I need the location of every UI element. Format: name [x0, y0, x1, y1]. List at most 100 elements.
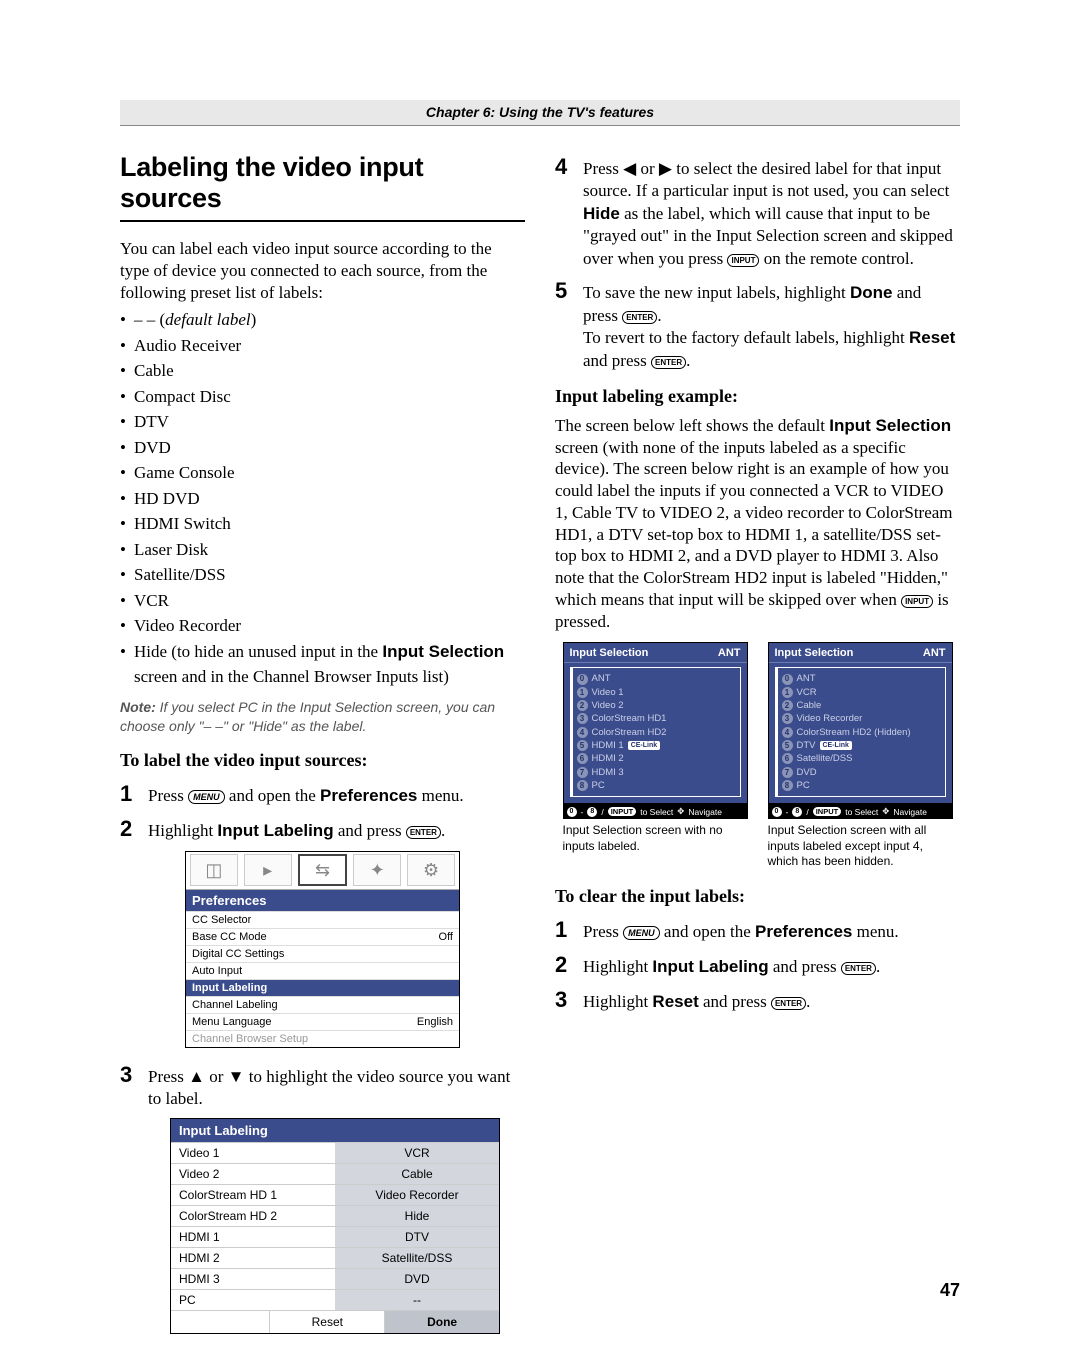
- text: Highlight: [148, 821, 217, 840]
- label-list-item: Cable: [120, 358, 525, 384]
- clear-step-1: 1 Press MENU and open the Preferences me…: [555, 915, 960, 944]
- caption-right: Input Selection screen with all inputs l…: [768, 823, 953, 870]
- enter-key-icon: ENTER: [622, 311, 657, 324]
- text: Press: [583, 922, 623, 941]
- clear-step-2: 2 Highlight Input Labeling and press ENT…: [555, 950, 960, 979]
- input-selection-label: Input Selection: [829, 416, 951, 435]
- screen-row: 6HDMI 2: [577, 752, 736, 765]
- menu-row: Base CC ModeOff: [186, 928, 459, 945]
- menu-key-icon: MENU: [188, 790, 225, 804]
- label-list-item: Laser Disk: [120, 537, 525, 563]
- page-title: Labeling the video input sources: [120, 152, 525, 222]
- text: The screen below left shows the default: [555, 416, 829, 435]
- input-key-icon: INPUT: [901, 595, 933, 608]
- tab-icon: ◫: [190, 854, 238, 886]
- text: .: [806, 992, 810, 1011]
- screen-row: 1Video 1: [577, 686, 736, 699]
- enter-key-icon: ENTER: [651, 356, 686, 369]
- page-number: 47: [940, 1280, 960, 1301]
- input-selection-screen-labeled: Input Selection ANT 0ANT1VCR2Cable3Video…: [768, 642, 953, 869]
- menu-title: Preferences: [186, 890, 459, 911]
- label-list: – – (default label)Audio ReceiverCableCo…: [120, 307, 525, 690]
- text: to Select: [845, 807, 878, 817]
- done-button[interactable]: Done: [384, 1311, 499, 1333]
- screen-row: 1VCR: [782, 686, 941, 699]
- text: Press: [583, 159, 623, 178]
- menu-row: Digital CC Settings: [186, 945, 459, 962]
- screen-row: 0ANT: [577, 672, 736, 685]
- step-1: 1 Press MENU and open the Preferences me…: [120, 779, 525, 808]
- label-list-item: HD DVD: [120, 486, 525, 512]
- tab-icon: ✦: [353, 854, 401, 886]
- preferences-menu: ◫ ▸ ⇆ ✦ ⚙ Preferences CC SelectorBase CC…: [185, 851, 460, 1048]
- label-list-item: HDMI Switch: [120, 511, 525, 537]
- screen-row: 3Video Recorder: [782, 712, 941, 725]
- note-label: Note:: [120, 699, 156, 715]
- enter-key-icon: ENTER: [406, 826, 441, 839]
- screen-row: 8PC: [577, 779, 736, 792]
- screen-row: 3ColorStream HD1: [577, 712, 736, 725]
- label-list-item: DTV: [120, 409, 525, 435]
- screen-row: 5HDMI 1 CE-Link: [577, 739, 736, 752]
- text: To save the new input labels, highlight: [583, 283, 850, 302]
- done-label: Done: [850, 283, 893, 302]
- text: Highlight: [583, 992, 652, 1011]
- text: Navigate: [688, 807, 722, 817]
- il-row: PC--: [171, 1289, 499, 1310]
- chapter-header: Chapter 6: Using the TV's features: [120, 100, 960, 126]
- text: .: [686, 351, 690, 370]
- il-row: Video 2Cable: [171, 1163, 499, 1184]
- screen-ant: ANT: [718, 647, 741, 659]
- text: and open the: [225, 786, 320, 805]
- il-title: Input Labeling: [171, 1119, 499, 1142]
- text: and open the: [660, 922, 755, 941]
- down-arrow-icon: ▼: [228, 1067, 245, 1086]
- text: Highlight: [583, 957, 652, 976]
- il-row: ColorStream HD 1Video Recorder: [171, 1184, 499, 1205]
- caption-left: Input Selection screen with no inputs la…: [563, 823, 748, 854]
- input-pill: INPUT: [608, 807, 637, 816]
- menu-row: Menu LanguageEnglish: [186, 1013, 459, 1030]
- label-list-item: Video Recorder: [120, 613, 525, 639]
- text: screen (with none of the inputs labeled …: [555, 438, 953, 609]
- menu-tabs: ◫ ▸ ⇆ ✦ ⚙: [186, 852, 459, 890]
- screen-title: Input Selection: [775, 647, 854, 659]
- clear-step-3: 3 Highlight Reset and press ENTER.: [555, 985, 960, 1014]
- text: Navigate: [893, 807, 927, 817]
- screen-row: 2Video 2: [577, 699, 736, 712]
- step-2: 2 Highlight Input Labeling and press ENT…: [120, 814, 525, 843]
- preferences-label: Preferences: [755, 922, 852, 941]
- screen-row: 6Satellite/DSS: [782, 752, 941, 765]
- text: on the remote control.: [759, 249, 913, 268]
- text: .: [657, 306, 661, 325]
- screen-row: 0ANT: [782, 672, 941, 685]
- tab-icon: ▸: [244, 854, 292, 886]
- input-pill: INPUT: [813, 807, 842, 816]
- label-list-item: DVD: [120, 435, 525, 461]
- menu-row: Channel Browser Setup: [186, 1030, 459, 1047]
- screen-row: 5DTV CE-Link: [782, 739, 941, 752]
- label-list-item: Satellite/DSS: [120, 562, 525, 588]
- reset-button[interactable]: Reset: [269, 1311, 384, 1333]
- screen-row: 4ColorStream HD2: [577, 726, 736, 739]
- step-5: 5 To save the new input labels, highligh…: [555, 276, 960, 372]
- label-list-item: Audio Receiver: [120, 333, 525, 359]
- text: .: [441, 821, 445, 840]
- screen-title: Input Selection: [570, 647, 649, 659]
- reset-label: Reset: [909, 328, 955, 347]
- menu-row: Channel Labeling: [186, 996, 459, 1013]
- il-row: Video 1VCR: [171, 1142, 499, 1163]
- text: or: [205, 1067, 228, 1086]
- text: or: [636, 159, 659, 178]
- note: Note: If you select PC in the Input Sele…: [120, 698, 525, 736]
- screen-ant: ANT: [923, 647, 946, 659]
- hide-label: Hide: [583, 204, 620, 223]
- il-row: HDMI 2Satellite/DSS: [171, 1247, 499, 1268]
- input-labeling-label: Input Labeling: [217, 821, 333, 840]
- preferences-label: Preferences: [320, 786, 417, 805]
- label-list-item: – – (default label): [120, 307, 525, 333]
- tab-icon: ⚙: [407, 854, 455, 886]
- menu-row: Auto Input: [186, 962, 459, 979]
- text: and press: [334, 821, 406, 840]
- menu-key-icon: MENU: [623, 926, 660, 940]
